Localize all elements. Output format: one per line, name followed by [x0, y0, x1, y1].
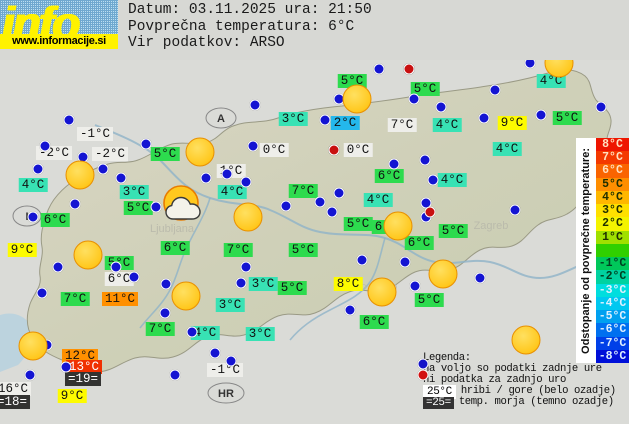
svg-text:Zagreb: Zagreb — [474, 220, 509, 232]
svg-text:HR: HR — [218, 388, 234, 400]
svg-text:A: A — [217, 113, 225, 125]
